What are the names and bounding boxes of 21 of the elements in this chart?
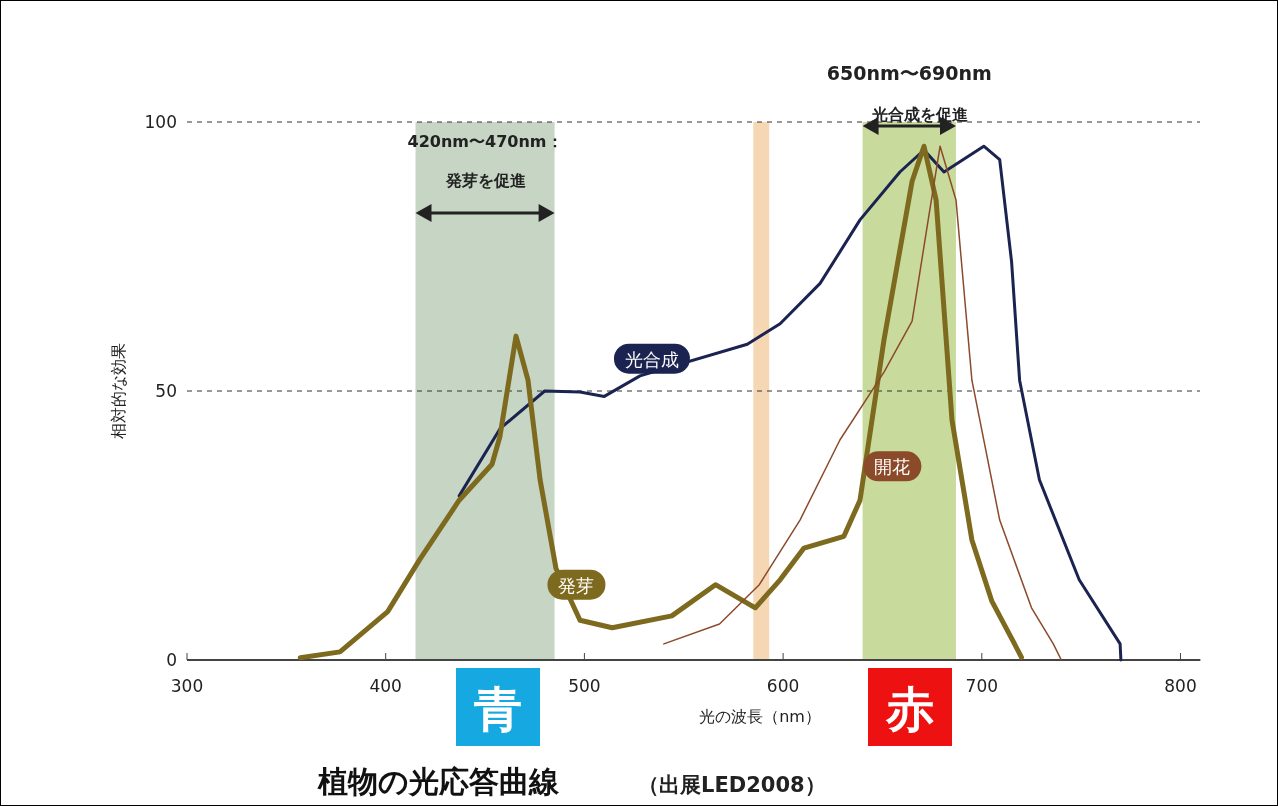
x-tick-label: 500 xyxy=(568,676,601,696)
y-tick-label: 0 xyxy=(166,650,177,670)
line-series xyxy=(663,145,1063,661)
text: 植物の光応答曲線 xyxy=(317,764,560,799)
annotation-box: 赤 xyxy=(868,668,952,746)
y-tick-label: 100 xyxy=(144,112,177,132)
text: （出展LED2008） xyxy=(638,773,826,797)
series-label: 発芽 xyxy=(558,574,595,596)
x-tick-label: 300 xyxy=(170,676,204,696)
band-label: 650nm〜690nm xyxy=(826,62,992,84)
x-axis-title: 光の波長（nm） xyxy=(699,707,821,726)
annotation-box: 青 xyxy=(456,668,540,746)
annotation: 発芽を促進 xyxy=(445,171,527,190)
y-tick-label: 50 xyxy=(155,381,177,401)
series-label: 光合成 xyxy=(624,348,679,370)
x-tick-label: 600 xyxy=(766,676,800,696)
x-tick-label: 700 xyxy=(965,676,999,696)
x-tick-label: 400 xyxy=(369,676,402,696)
band-label: 420nm〜470nm： xyxy=(407,132,563,151)
x-tick-label: 800 xyxy=(1164,676,1197,696)
y-axis-title: 相対的な効果 xyxy=(109,343,128,439)
